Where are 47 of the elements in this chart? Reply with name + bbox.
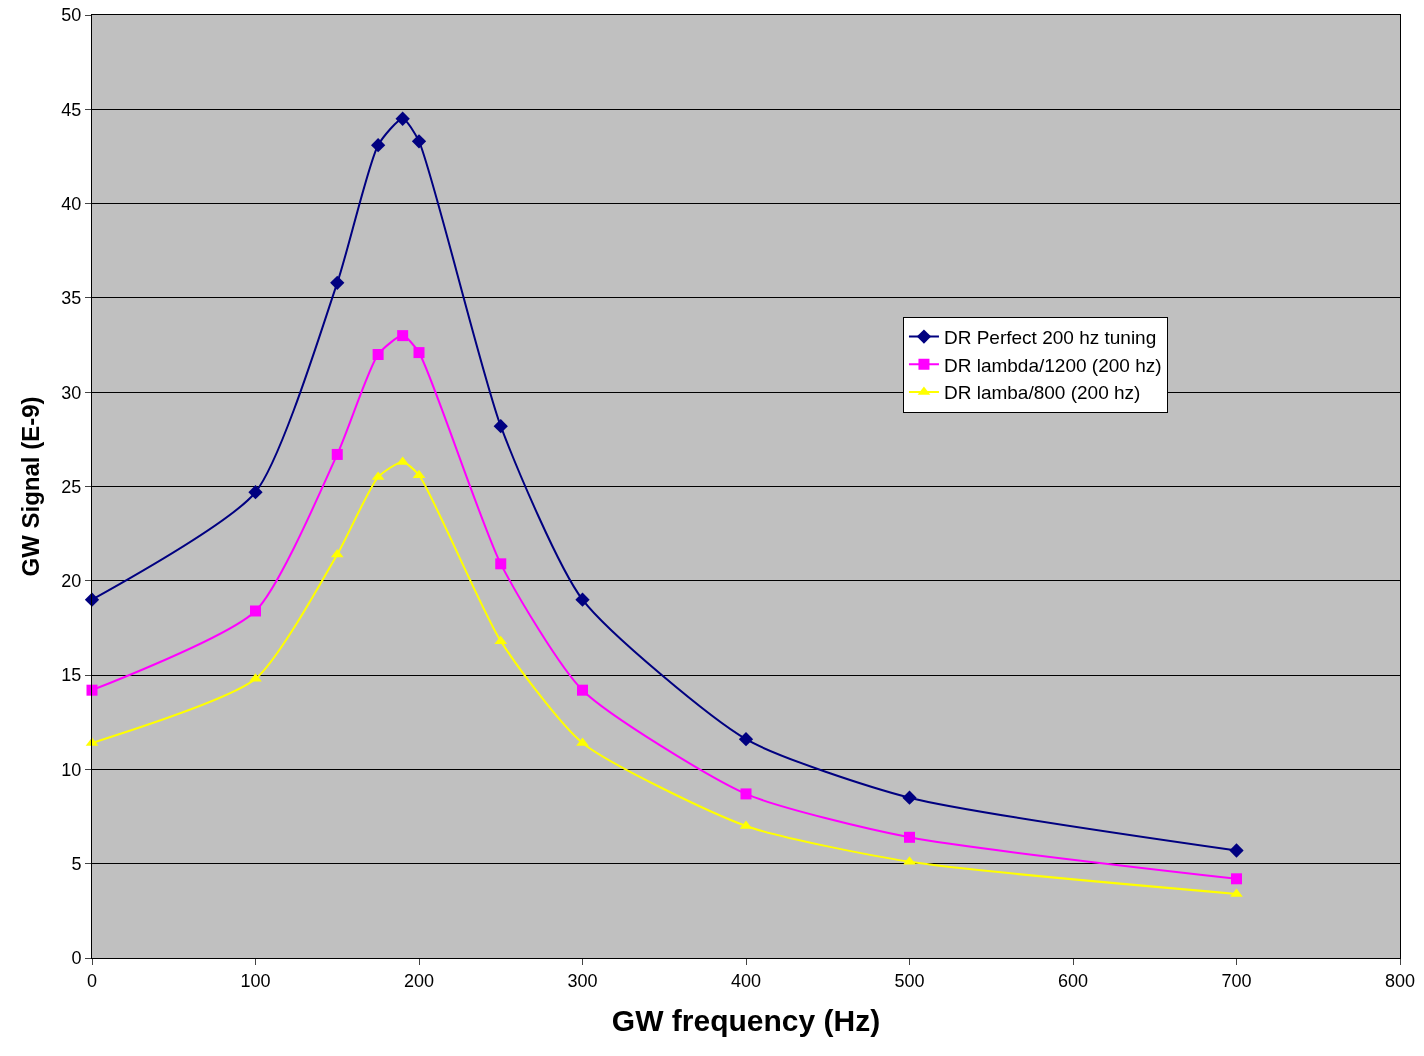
legend-label: DR lamba/800 (200 hz): [943, 382, 1141, 404]
y-tick-label: 25: [61, 476, 82, 497]
x-tick-label: 400: [730, 970, 762, 991]
point: [738, 732, 754, 747]
x-tick-label: 800: [1384, 970, 1416, 991]
point: [250, 605, 261, 617]
point: [904, 831, 915, 843]
y-tick-label: 45: [61, 99, 82, 120]
point: [331, 448, 343, 460]
y-tick-label: 40: [61, 193, 82, 214]
y-tick-label: 50: [61, 5, 82, 26]
point: [1229, 843, 1244, 858]
point: [902, 790, 917, 805]
point: [493, 419, 508, 434]
y-tick-label: 15: [61, 665, 82, 686]
legend-label: DR Perfect 200 hz tuning: [943, 327, 1157, 349]
point: [86, 684, 98, 696]
y-tick-label: 35: [61, 288, 82, 309]
point: [330, 275, 345, 290]
y-tick-label: 0: [71, 948, 82, 969]
x-tick-label: 300: [567, 970, 598, 991]
point: [495, 558, 507, 570]
point: [330, 548, 344, 558]
point: [411, 134, 427, 149]
x-tick-label: 600: [1057, 970, 1089, 991]
y-tick-label: 30: [61, 382, 82, 403]
x-tick-label: 100: [240, 970, 271, 991]
y-tick-label: 20: [61, 571, 82, 592]
y-axis-title: GW Signal (E-9): [17, 396, 45, 577]
point: [248, 485, 263, 500]
point: [395, 111, 410, 126]
point: [397, 330, 409, 342]
point: [370, 137, 386, 153]
point: [413, 347, 425, 359]
x-tick-label: 0: [86, 970, 98, 991]
point: [740, 788, 752, 800]
x-tick-label: 700: [1221, 970, 1252, 991]
legend-label: DR lambda/1200 (200 hz): [943, 354, 1162, 376]
point: [1231, 873, 1242, 885]
y-tick-label: 5: [71, 854, 82, 874]
y-tick-label: 10: [61, 759, 82, 780]
point: [372, 348, 384, 360]
x-tick-label: 500: [894, 970, 925, 991]
point: [577, 684, 588, 696]
point: [575, 592, 590, 607]
x-tick-label: 200: [403, 970, 435, 991]
x-axis-title: GW frequency (Hz): [611, 1004, 881, 1038]
